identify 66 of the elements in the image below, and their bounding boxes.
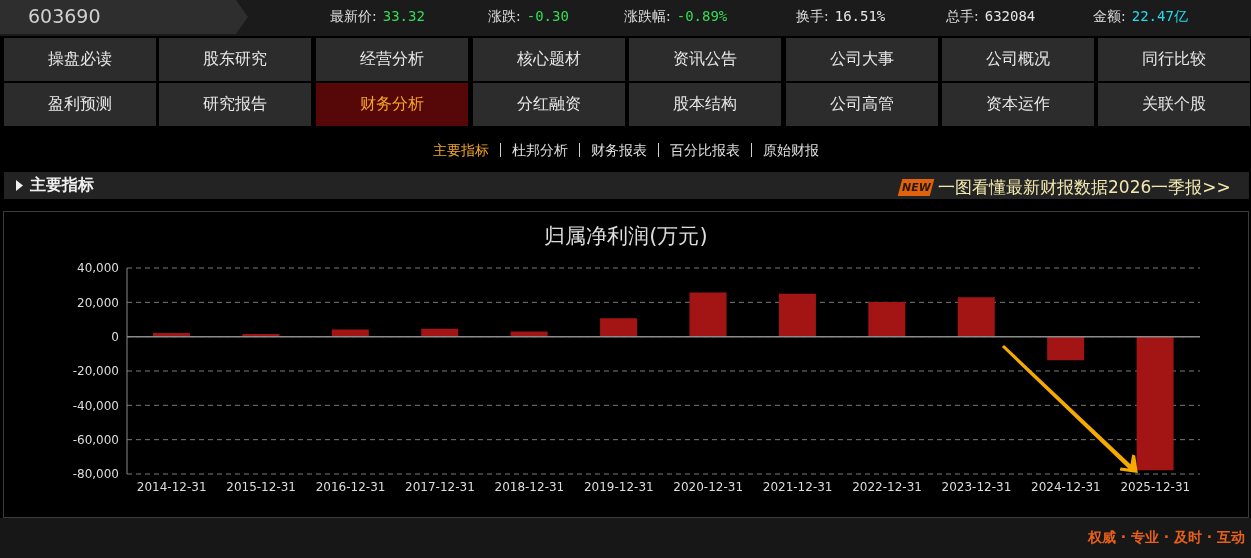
text: -0.89% bbox=[676, 8, 728, 24]
text: 最新价: bbox=[330, 8, 377, 26]
text: 操盘必读 bbox=[48, 49, 112, 70]
x-tick-label: 2025-12-31 bbox=[1120, 479, 1191, 494]
y-tick-label: 40,000 bbox=[77, 261, 119, 276]
text: 金额: bbox=[1093, 8, 1126, 26]
x-tick-label: 2023-12-31 bbox=[941, 479, 1012, 494]
text: 研究报告 bbox=[203, 94, 267, 115]
text: 股东研究 bbox=[203, 49, 267, 70]
x-tick-label: 2017-12-31 bbox=[405, 479, 475, 494]
text: 603690 bbox=[28, 5, 101, 27]
text: 公司概况 bbox=[986, 49, 1050, 70]
x-tick-label: 2024-12-31 bbox=[1031, 479, 1101, 494]
text: 总手: bbox=[946, 8, 979, 26]
bar bbox=[600, 318, 638, 337]
text: 一图看懂最新财报数据2026一季报>> bbox=[938, 177, 1231, 197]
text: 涨跌: bbox=[488, 8, 521, 26]
text: 关联个股 bbox=[1142, 94, 1206, 115]
x-tick-label: 2015-12-31 bbox=[226, 479, 296, 494]
text: 盈利预测 bbox=[48, 94, 112, 115]
text: 经营分析 bbox=[360, 49, 424, 70]
text: 杜邦分析 bbox=[511, 142, 568, 158]
bar bbox=[778, 293, 816, 337]
x-tick-label: 2016-12-31 bbox=[315, 479, 386, 494]
text: 换手: bbox=[796, 8, 829, 26]
x-tick-label: 2018-12-31 bbox=[494, 479, 565, 494]
x-tick-label: 2020-12-31 bbox=[673, 479, 744, 494]
text: 权威 · 专业 · 及时 · 互动 bbox=[1087, 529, 1245, 545]
text: 同行比较 bbox=[1142, 49, 1206, 70]
bar bbox=[1136, 336, 1174, 471]
text: 原始财报 bbox=[762, 142, 819, 158]
bar bbox=[868, 301, 906, 337]
text: 主要指标 bbox=[432, 142, 489, 158]
text: 公司高管 bbox=[830, 94, 894, 115]
text: 资本运作 bbox=[986, 94, 1050, 115]
y-tick-label: -20,000 bbox=[72, 364, 119, 379]
chart-title: 归属净利润(万元) bbox=[544, 224, 708, 248]
x-tick-label: 2014-12-31 bbox=[136, 479, 207, 494]
text: 33.32 bbox=[382, 8, 425, 24]
text: 632084 bbox=[984, 8, 1036, 24]
bar bbox=[957, 297, 995, 337]
y-tick-label: 0 bbox=[111, 329, 119, 344]
text: 22.47亿 bbox=[1131, 8, 1188, 26]
y-tick-label: -80,000 bbox=[72, 467, 119, 482]
y-tick-label: 20,000 bbox=[77, 295, 119, 310]
x-tick-label: 2022-12-31 bbox=[852, 479, 922, 494]
bar bbox=[331, 329, 369, 337]
text: NEW bbox=[901, 181, 931, 194]
text: 分红融资 bbox=[517, 94, 581, 115]
text: 财务报表 bbox=[590, 142, 647, 158]
y-tick-label: -40,000 bbox=[72, 398, 119, 413]
text: 涨跌幅: bbox=[624, 8, 671, 26]
text: 财务分析 bbox=[360, 94, 424, 115]
text: -0.30 bbox=[526, 8, 569, 24]
bar bbox=[689, 292, 727, 337]
y-tick-label: -60,000 bbox=[72, 432, 119, 447]
x-tick-label: 2021-12-31 bbox=[762, 479, 833, 494]
text: 公司大事 bbox=[830, 49, 894, 70]
text: 股本结构 bbox=[673, 94, 737, 115]
text: 16.51% bbox=[834, 8, 886, 24]
text: 资讯公告 bbox=[673, 49, 737, 70]
x-tick-label: 2019-12-31 bbox=[583, 479, 654, 494]
text: 百分比报表 bbox=[669, 142, 740, 158]
text: 主要指标 bbox=[30, 175, 94, 194]
bar bbox=[1047, 336, 1085, 361]
text: 核心题材 bbox=[517, 49, 581, 70]
